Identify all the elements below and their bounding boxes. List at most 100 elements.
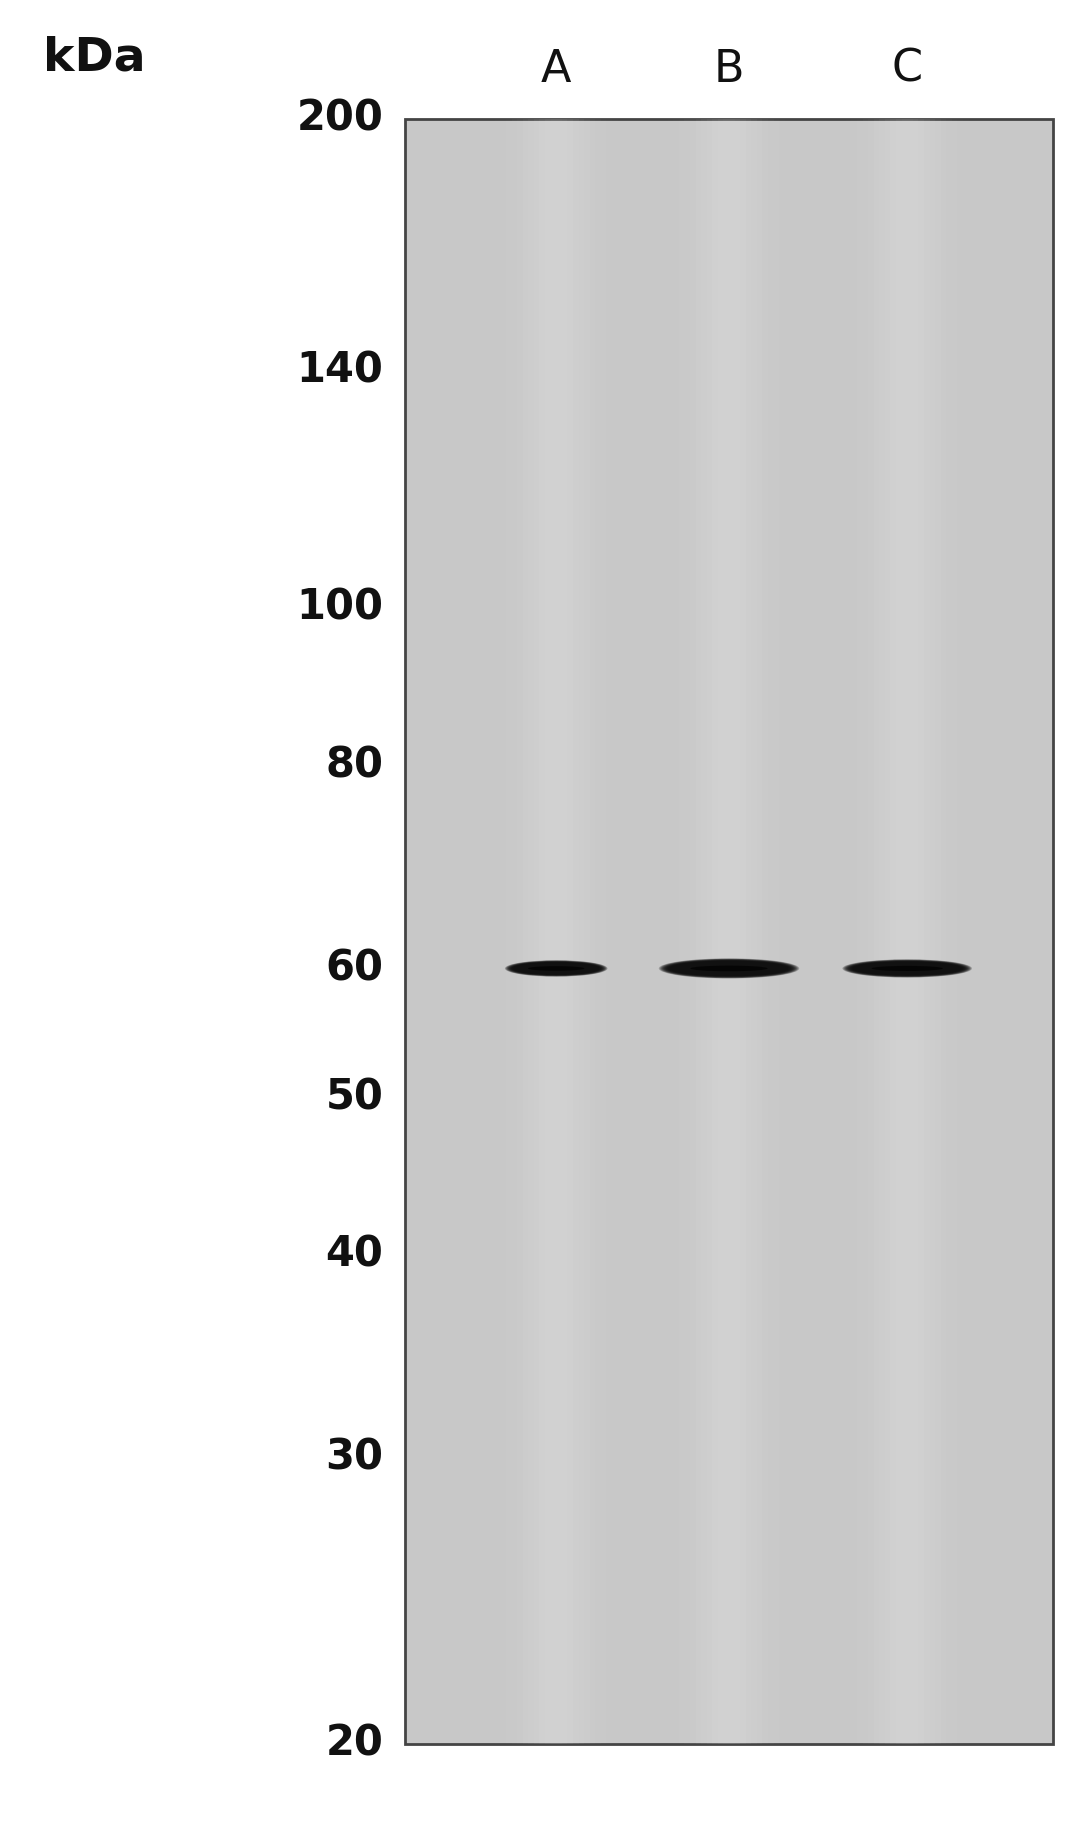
Bar [801, 119, 807, 1744]
Bar [858, 119, 863, 1744]
Ellipse shape [842, 959, 972, 977]
Ellipse shape [691, 966, 767, 971]
Ellipse shape [869, 966, 945, 971]
Ellipse shape [663, 959, 795, 977]
Bar [517, 119, 523, 1744]
Text: 30: 30 [325, 1437, 383, 1479]
Ellipse shape [859, 962, 956, 973]
Ellipse shape [866, 964, 948, 971]
Ellipse shape [851, 960, 963, 975]
Bar [913, 119, 918, 1744]
Ellipse shape [849, 960, 966, 975]
Ellipse shape [690, 966, 768, 971]
Ellipse shape [507, 960, 606, 977]
Bar [757, 119, 762, 1744]
Bar [829, 119, 835, 1744]
Text: A: A [541, 47, 571, 91]
Ellipse shape [692, 966, 766, 970]
Ellipse shape [508, 960, 605, 977]
Bar [902, 119, 907, 1744]
Ellipse shape [676, 962, 782, 975]
Ellipse shape [519, 964, 593, 973]
Text: 50: 50 [325, 1076, 383, 1118]
Text: kDa: kDa [43, 37, 146, 80]
Ellipse shape [875, 966, 940, 970]
Ellipse shape [677, 962, 781, 975]
Ellipse shape [661, 959, 797, 979]
Text: 100: 100 [296, 586, 383, 628]
Bar [963, 119, 969, 1744]
Ellipse shape [847, 960, 968, 977]
Bar [796, 119, 801, 1744]
Ellipse shape [848, 960, 967, 977]
Ellipse shape [872, 966, 943, 971]
Ellipse shape [510, 962, 603, 975]
Bar [923, 119, 930, 1744]
Ellipse shape [856, 962, 958, 975]
Ellipse shape [693, 966, 765, 970]
Bar [612, 119, 618, 1744]
Bar [729, 119, 734, 1744]
Ellipse shape [850, 960, 964, 975]
Ellipse shape [873, 966, 942, 970]
Bar [974, 119, 980, 1744]
Bar [724, 119, 729, 1744]
Bar [657, 119, 662, 1744]
Ellipse shape [845, 960, 970, 977]
Bar [667, 119, 673, 1744]
Ellipse shape [509, 960, 604, 975]
Text: 140: 140 [297, 349, 383, 391]
Bar [572, 119, 579, 1744]
Bar [512, 119, 517, 1744]
Ellipse shape [528, 966, 584, 971]
Ellipse shape [680, 964, 778, 973]
Bar [863, 119, 868, 1744]
Bar [773, 119, 780, 1744]
Bar [846, 119, 851, 1744]
Ellipse shape [860, 964, 955, 973]
Bar [551, 119, 556, 1744]
Bar [718, 119, 724, 1744]
Bar [662, 119, 667, 1744]
Ellipse shape [521, 964, 592, 971]
Ellipse shape [529, 966, 583, 970]
Ellipse shape [508, 960, 605, 975]
Bar [896, 119, 902, 1744]
Text: 40: 40 [325, 1234, 383, 1276]
Ellipse shape [697, 968, 761, 970]
Ellipse shape [858, 962, 957, 973]
Ellipse shape [526, 966, 586, 971]
Ellipse shape [505, 960, 607, 977]
Bar [623, 119, 629, 1744]
Ellipse shape [518, 964, 594, 973]
Ellipse shape [858, 962, 957, 973]
Ellipse shape [872, 966, 943, 971]
Bar [478, 119, 484, 1744]
Ellipse shape [877, 968, 937, 970]
Ellipse shape [680, 964, 778, 973]
Ellipse shape [525, 966, 588, 971]
Ellipse shape [529, 966, 583, 970]
Ellipse shape [521, 964, 592, 973]
Bar [600, 119, 607, 1744]
Ellipse shape [870, 966, 944, 971]
Bar [969, 119, 974, 1744]
Bar [745, 119, 752, 1744]
Bar [696, 119, 701, 1744]
Ellipse shape [660, 959, 798, 979]
Bar [980, 119, 985, 1744]
Ellipse shape [679, 962, 779, 973]
Bar [629, 119, 634, 1744]
Ellipse shape [513, 962, 599, 975]
Ellipse shape [683, 964, 775, 973]
Ellipse shape [689, 966, 769, 971]
Ellipse shape [659, 959, 799, 979]
Text: B: B [714, 47, 744, 91]
Bar [752, 119, 757, 1744]
Ellipse shape [681, 964, 777, 973]
Bar [651, 119, 657, 1744]
Bar [740, 119, 745, 1744]
Bar [607, 119, 612, 1744]
Bar [874, 119, 879, 1744]
Ellipse shape [673, 962, 785, 975]
